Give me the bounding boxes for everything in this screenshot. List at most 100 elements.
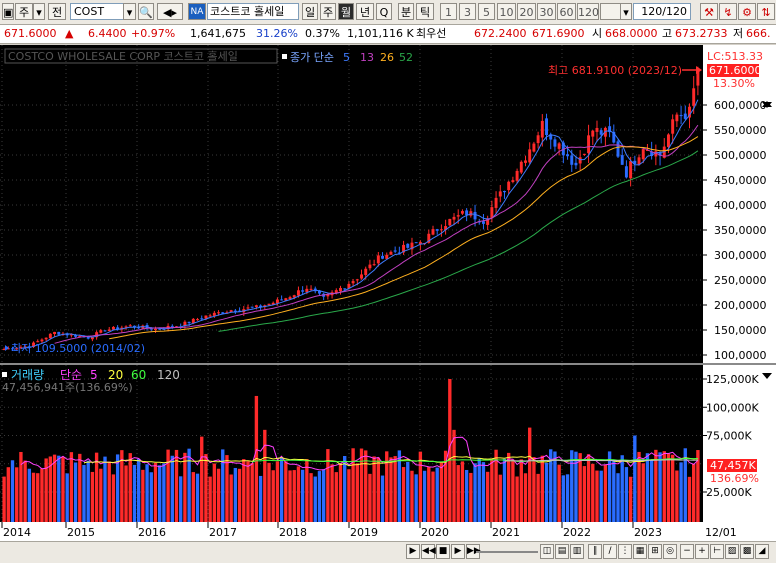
interval-120-button[interactable]: 120 xyxy=(577,3,599,20)
period-month-button[interactable]: 월 xyxy=(338,3,354,20)
time-axis: 2014 2015 2016 2017 2018 2019 2020 2021 2022 2023 xyxy=(1,522,662,539)
line-icon[interactable]: ∕ xyxy=(603,544,617,559)
interval-3-button[interactable]: 3 xyxy=(459,3,476,20)
candle xyxy=(309,288,313,290)
candle xyxy=(19,347,23,349)
period-day-button[interactable]: 일 xyxy=(302,3,318,20)
ma-label[interactable]: 종가 단순 xyxy=(290,51,334,64)
year-label: 2022 xyxy=(563,526,591,539)
minute-button[interactable]: 분 xyxy=(398,3,414,20)
candle xyxy=(393,250,397,252)
vma-20-label[interactable]: 20 xyxy=(108,368,123,382)
interval-60-button[interactable]: 60 xyxy=(557,3,576,20)
ma-5-label[interactable]: 5 xyxy=(343,51,350,64)
candle xyxy=(524,160,527,163)
volume-bar xyxy=(414,474,418,522)
volume-bar xyxy=(506,452,511,522)
interval-chevron-icon[interactable]: ▾ xyxy=(620,3,632,20)
mode-button[interactable]: 전 xyxy=(48,3,66,20)
scroll-down-icon[interactable] xyxy=(762,102,772,108)
open-label: 시 xyxy=(592,27,603,40)
bar-count-input[interactable]: 120/120 xyxy=(633,3,691,20)
compare-icon[interactable]: ⇅ xyxy=(757,3,775,20)
candle xyxy=(267,303,271,305)
candle xyxy=(608,126,612,133)
stop-icon[interactable]: ■ xyxy=(436,544,450,559)
indicator-icon[interactable]: ↯ xyxy=(719,3,737,20)
volume-bar xyxy=(364,450,368,522)
volume-bar xyxy=(523,473,528,522)
candle xyxy=(111,326,115,330)
rewind-icon[interactable]: ◀◀ xyxy=(421,544,436,559)
current-price-label: 671.6000 xyxy=(709,64,762,77)
interval-1-button[interactable]: 1 xyxy=(440,3,457,20)
volume-value: 1,641,675 xyxy=(190,27,246,40)
volume-ma-label[interactable]: 단순 xyxy=(60,368,82,382)
grow-icon[interactable]: ▨ xyxy=(725,544,739,559)
chart-type-icon[interactable]: ▣ xyxy=(2,3,14,20)
zoom-in-icon[interactable]: ▥ xyxy=(570,544,584,559)
scale-icon[interactable]: ⊞ xyxy=(648,544,662,559)
vma-60-line xyxy=(252,457,698,463)
period-chevron-icon[interactable]: ▾ xyxy=(33,3,45,20)
scroll-up-icon[interactable] xyxy=(762,373,772,379)
zoom-plus-button[interactable]: + xyxy=(695,544,709,559)
volume-bar xyxy=(397,450,402,522)
period-quarter-button[interactable]: Q xyxy=(376,3,392,20)
volume-bar xyxy=(658,452,662,522)
fit-icon[interactable]: ⊢ xyxy=(710,544,724,559)
period-year-button[interactable]: 년 xyxy=(356,3,374,20)
candle xyxy=(637,157,641,165)
symbol-input[interactable]: COST xyxy=(70,3,136,20)
volume-title[interactable]: 거래량 xyxy=(11,368,44,382)
search-icon[interactable]: 🔍 xyxy=(138,3,154,20)
zoom-out-icon[interactable]: ◫ xyxy=(540,544,554,559)
ma-13-label[interactable]: 13 xyxy=(360,51,374,64)
volume-bar xyxy=(393,456,397,522)
volume-bar xyxy=(250,462,254,522)
candle xyxy=(528,149,532,163)
tick-button[interactable]: 틱 xyxy=(416,3,434,20)
volume-bar xyxy=(288,470,292,522)
candle xyxy=(204,315,208,319)
interval-30-button[interactable]: 30 xyxy=(537,3,556,20)
step-forward-icon[interactable]: ▶ xyxy=(406,544,420,559)
speaker-icon[interactable]: ◀▸ xyxy=(157,3,183,20)
interval-20-button[interactable]: 20 xyxy=(517,3,536,20)
chart-tools-icon[interactable]: ⚒ xyxy=(700,3,718,20)
candle xyxy=(36,341,40,343)
candle xyxy=(11,348,14,350)
zoom-slider[interactable] xyxy=(476,551,538,553)
period-dropdown[interactable]: 주 xyxy=(15,3,33,20)
vma-5-line xyxy=(20,436,699,471)
candle xyxy=(343,288,347,290)
layout-icon[interactable]: ▩ xyxy=(740,544,754,559)
reset-icon[interactable]: ◎ xyxy=(663,544,677,559)
volume-bar xyxy=(452,429,456,522)
ma-52-label[interactable]: 52 xyxy=(399,51,413,64)
vma-5-label[interactable]: 5 xyxy=(90,368,98,382)
grid-icon[interactable]: ▦ xyxy=(633,544,647,559)
candle xyxy=(406,243,410,248)
interval-10-button[interactable]: 10 xyxy=(497,3,516,20)
zoom-minus-button[interactable]: − xyxy=(680,544,694,559)
candle xyxy=(221,312,225,314)
volume-bar xyxy=(511,459,515,522)
settings-icon[interactable]: ⚙ xyxy=(738,3,756,20)
chart-icon[interactable]: ▤ xyxy=(555,544,569,559)
candle-icon[interactable]: ∥ xyxy=(588,544,602,559)
vma-120-label[interactable]: 120 xyxy=(157,368,180,382)
bars-icon[interactable]: ⋮ xyxy=(618,544,632,559)
candle xyxy=(427,233,431,243)
stock-chart[interactable]: 100,0000 150,0000 200,0000 250,0000 300,0000… xyxy=(0,45,776,542)
volume-bar xyxy=(187,448,191,522)
interval-5-button[interactable]: 5 xyxy=(478,3,495,20)
expand-icon[interactable]: ◢ xyxy=(755,544,769,559)
vma-60-label[interactable]: 60 xyxy=(131,368,146,382)
ma-26-label[interactable]: 26 xyxy=(380,51,394,64)
symbol-chevron-icon[interactable]: ▾ xyxy=(123,3,136,20)
play-icon[interactable]: ▶ xyxy=(451,544,465,559)
period-week-button[interactable]: 주 xyxy=(320,3,336,20)
volume-bar xyxy=(561,475,566,522)
candle xyxy=(570,155,574,165)
